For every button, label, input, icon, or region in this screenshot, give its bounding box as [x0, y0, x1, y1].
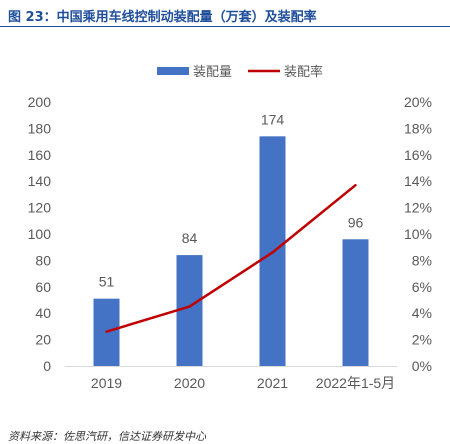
y-left-tick-label: 140 [28, 173, 52, 189]
y-left-tick-label: 200 [28, 94, 52, 110]
x-tick-label: 2021 [257, 375, 288, 391]
y-right-tick-label: 2% [412, 332, 432, 348]
y-left-tick-label: 20 [35, 332, 51, 348]
y-left-tick-label: 80 [35, 252, 51, 268]
y-right-tick-label: 10% [404, 226, 432, 242]
y-left-tick-label: 40 [35, 305, 51, 321]
bar-data-label: 174 [261, 111, 285, 127]
y-right-tick-label: 8% [412, 252, 432, 268]
x-tick-label: 2019 [91, 375, 122, 391]
title-rule [0, 26, 450, 27]
y-left-tick-label: 180 [28, 120, 52, 136]
y-right-tick-label: 16% [404, 147, 432, 163]
bar [176, 255, 203, 366]
y-left-tick-label: 100 [28, 226, 52, 242]
legend-label-line: 装配率 [284, 64, 323, 79]
legend-label-bar: 装配量 [193, 64, 232, 79]
source-note: 资料来源：佐思汽研，信达证券研发中心 [8, 430, 206, 443]
y-right-tick-label: 6% [412, 279, 432, 295]
rate-point [105, 330, 108, 333]
y-right-tick-label: 12% [404, 200, 432, 216]
y-left-tick-label: 60 [35, 279, 51, 295]
y-right-tick-label: 18% [404, 120, 432, 136]
bar [342, 239, 369, 366]
y-right-tick-label: 14% [404, 173, 432, 189]
y-left-tick-label: 120 [28, 200, 52, 216]
y-right-tick-label: 4% [412, 305, 432, 321]
y-right-tick-label: 0% [412, 358, 432, 374]
figure-title: 图 23：中国乘用车线控制动装配量（万套）及装配率 [8, 10, 317, 25]
y-right-tick-label: 20% [404, 94, 432, 110]
rate-point [354, 183, 357, 187]
bar-data-label: 96 [348, 214, 364, 230]
y-left-tick-label: 160 [28, 147, 52, 163]
x-tick-label: 2022年1-5月 [316, 375, 395, 391]
rate-point [271, 251, 274, 254]
bar-data-label: 51 [99, 274, 115, 290]
x-tick-label: 2020 [174, 375, 205, 391]
y-left-tick-label: 0 [43, 358, 51, 374]
rate-line [106, 184, 357, 333]
legend-swatch-bar [157, 67, 189, 75]
bar-data-label: 84 [182, 230, 198, 246]
rate-point [188, 305, 191, 308]
